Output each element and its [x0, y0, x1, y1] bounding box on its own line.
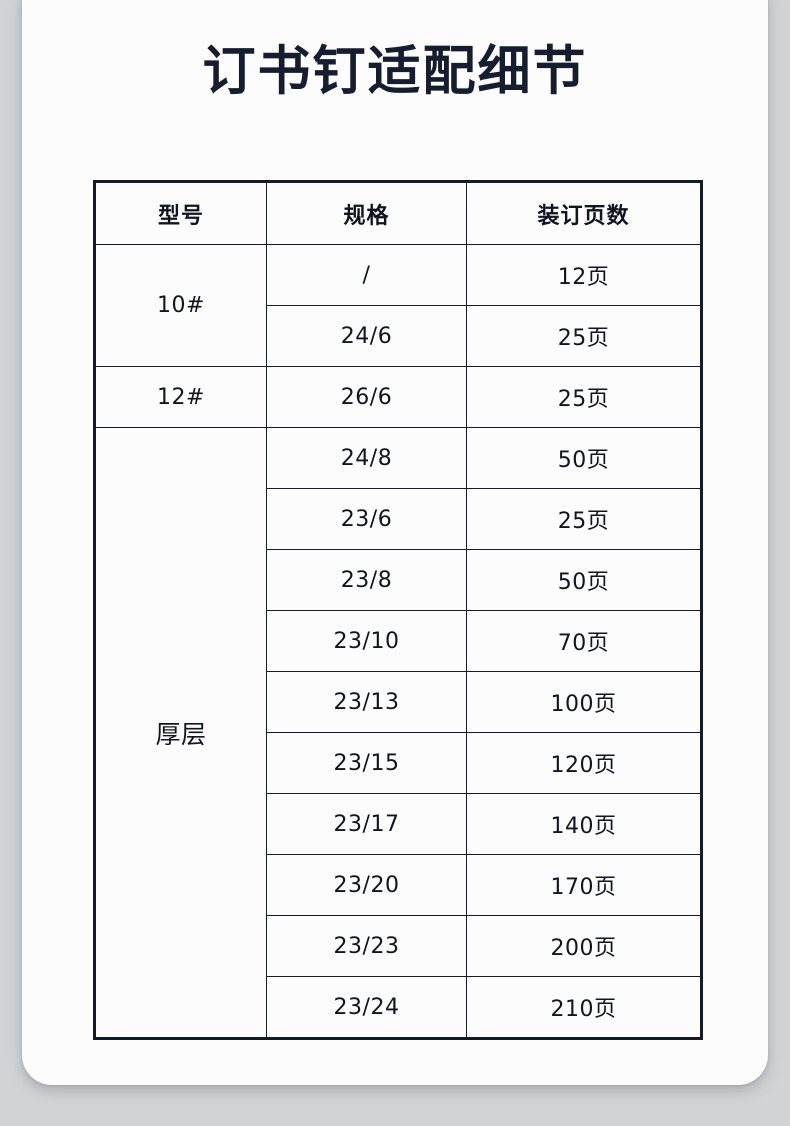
staple-spec-table: 型号 规格 装订页数 10#/12页 24/6 25页 12# 26/6 25页 厚层 24/…	[93, 180, 703, 1040]
table-row: 厚层 24/8 50页	[94, 427, 702, 1039]
spec-cell: 26/6	[266, 366, 467, 428]
table-header-row: 型号 规格 装订页数	[94, 181, 702, 245]
pages-cell: 25页	[466, 488, 702, 550]
pages-cell: 210页	[466, 976, 702, 1039]
product-detail-card: 订书钉适配细节 型号 规格 装订页数 10#/12页 24/6 25页 12# 26/6…	[22, 0, 768, 1085]
spec-table-container: 型号 规格 装订页数 10#/12页 24/6 25页 12# 26/6 25页 厚层 24/…	[93, 180, 703, 1040]
table-row: 23/10 70页	[95, 610, 702, 672]
spec-cell: 24/6	[266, 305, 467, 367]
spec-cell: 23/17	[266, 793, 467, 855]
column-header-pages: 装订页数	[466, 181, 702, 245]
table-row: 23/8 50页	[95, 549, 702, 611]
table-row: 23/24 210页	[95, 976, 702, 1039]
spec-cell: 23/8	[266, 549, 467, 611]
pages-cell: 50页	[466, 427, 702, 489]
table-row: 23/15 120页	[95, 732, 702, 794]
spec-cell: 24/8	[266, 427, 467, 489]
table-body: 10#/12页 24/6 25页 12# 26/6 25页 厚层 24/8 50页 23/6 25页…	[94, 244, 702, 1039]
table-row: 10#/12页	[94, 244, 702, 367]
model-cell: 厚层	[94, 427, 267, 1039]
pages-cell: 70页	[466, 610, 702, 672]
spec-cell: 23/10	[266, 610, 467, 672]
page-title: 订书钉适配细节	[202, 41, 588, 102]
table-header: 型号 规格 装订页数	[94, 181, 702, 245]
model-cell: 12#	[94, 366, 267, 428]
pages-cell: 120页	[466, 732, 702, 794]
pages-cell: 12页	[466, 244, 702, 306]
spec-cell: /	[266, 244, 467, 306]
spec-cell: 23/6	[266, 488, 467, 550]
pages-cell: 200页	[466, 915, 702, 977]
pages-cell: 140页	[466, 793, 702, 855]
model-cell: 10#	[94, 244, 267, 367]
column-header-spec: 规格	[266, 181, 467, 245]
spec-cell: 23/24	[266, 976, 467, 1039]
pages-cell: 170页	[466, 854, 702, 916]
table-row: 23/23 200页	[95, 915, 702, 977]
table-row: 23/17 140页	[95, 793, 702, 855]
pages-cell: 50页	[466, 549, 702, 611]
table-row: 24/6 25页	[95, 305, 702, 367]
spec-cell: 23/13	[266, 671, 467, 733]
column-header-model: 型号	[94, 181, 267, 245]
table-row: 23/13 100页	[95, 671, 702, 733]
table-row: 12# 26/6 25页	[94, 366, 702, 428]
pages-cell: 100页	[466, 671, 702, 733]
spec-cell: 23/20	[266, 854, 467, 916]
spec-cell: 23/15	[266, 732, 467, 794]
table-row: 23/6 25页	[95, 488, 702, 550]
spec-cell: 23/23	[266, 915, 467, 977]
pages-cell: 25页	[466, 366, 702, 428]
pages-cell: 25页	[466, 305, 702, 367]
